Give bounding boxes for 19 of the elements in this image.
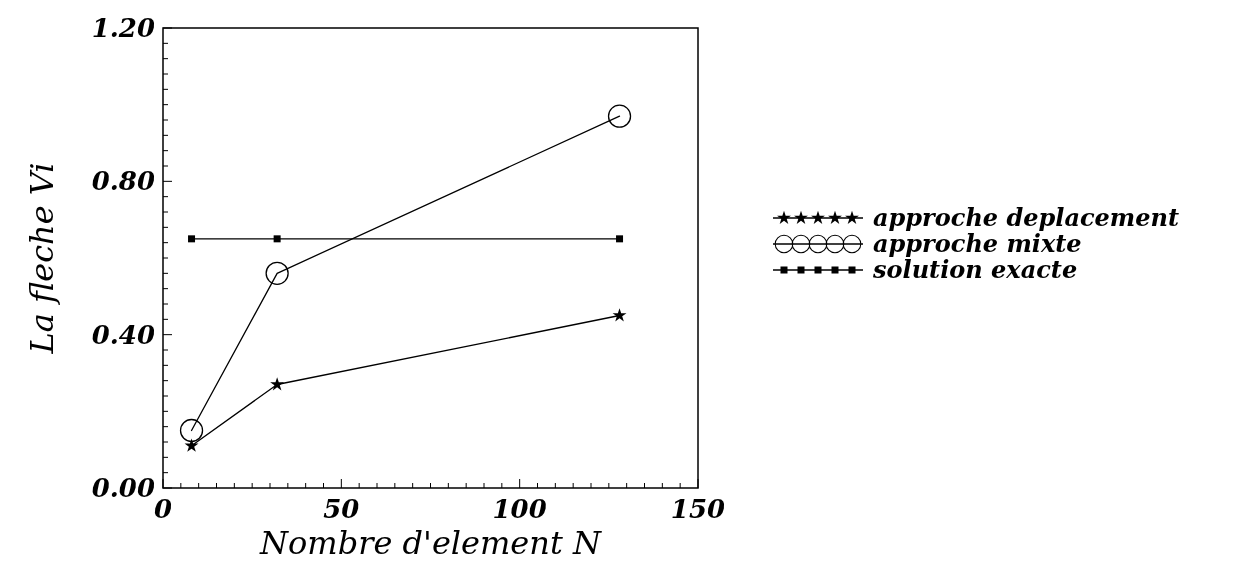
y-tick-label: 0.00 [91,473,155,504]
y-axis-title: La fleche Vi [23,162,61,355]
point [273,235,281,243]
x-tick-label: 0 [153,494,173,524]
y-tick-label: 0.40 [91,319,155,350]
point [179,418,204,443]
y-tick-label: 0.80 [91,166,155,197]
point [188,235,196,243]
y-tick-label: 1.20 [91,13,155,44]
point [607,104,632,128]
point [265,261,289,285]
point [616,235,624,243]
x-axis-title: Nombre d'element N [259,524,602,562]
point [270,377,285,391]
x-tick-label: 100 [492,494,547,524]
legend-label: approche deplacement [873,203,1180,233]
x-tick-label: 150 [670,494,726,524]
x-tick-label: 50 [323,494,360,524]
point [612,308,627,322]
